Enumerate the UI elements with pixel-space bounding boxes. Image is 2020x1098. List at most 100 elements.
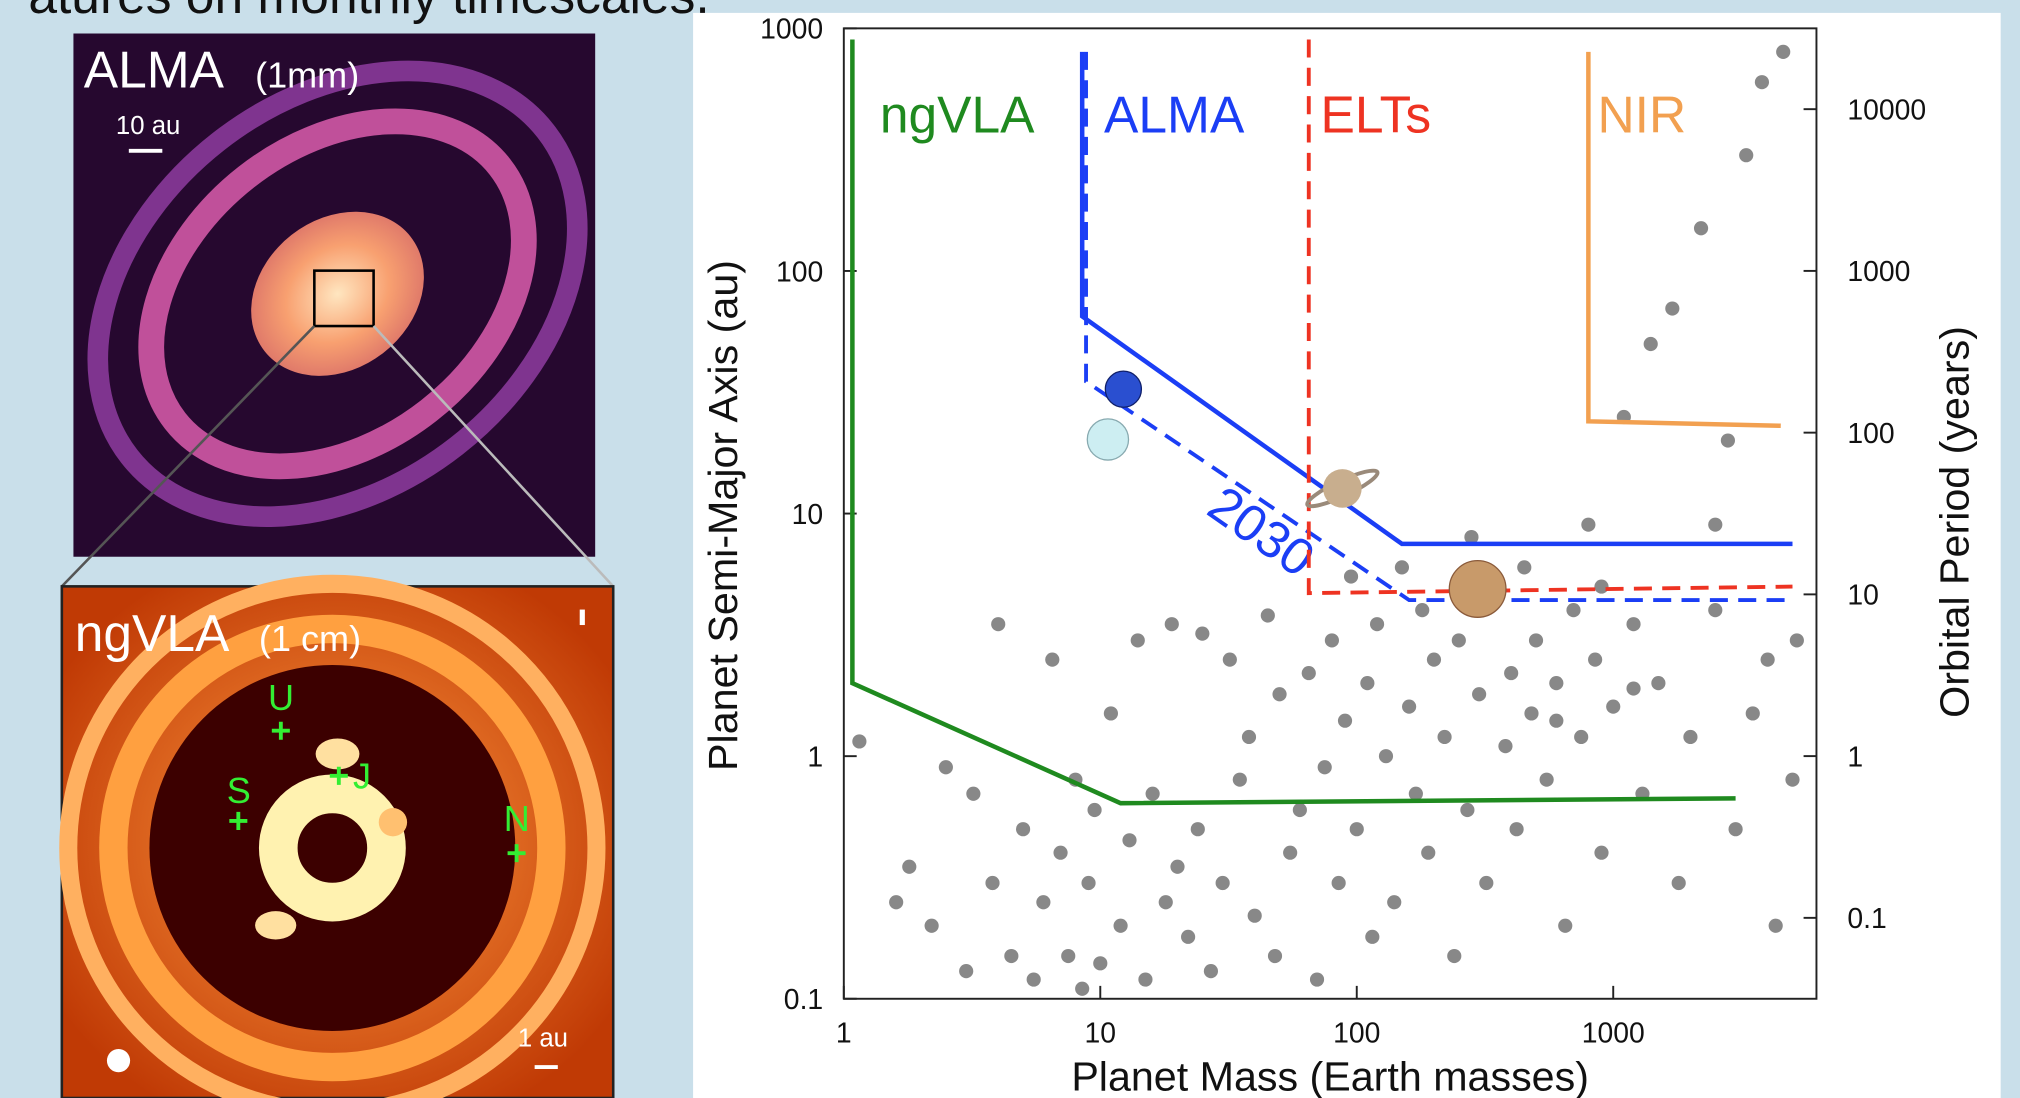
- panel-title: ngVLA: [75, 604, 230, 662]
- y2-tick-label: 1: [1847, 741, 1863, 773]
- data-point: [1498, 739, 1513, 754]
- data-point: [1504, 666, 1519, 681]
- data-point: [1588, 652, 1603, 667]
- data-point: [1760, 652, 1775, 667]
- data-point: [1606, 699, 1621, 714]
- data-point: [1426, 652, 1442, 667]
- data-point: [1708, 517, 1723, 532]
- y-tick-label: 1: [807, 741, 823, 773]
- data-point: [1026, 972, 1041, 987]
- data-point: [1626, 617, 1641, 632]
- y2-axis-label: Orbital Period (years): [1931, 326, 1977, 718]
- planet-icon: [1323, 469, 1362, 508]
- curve-label: NIR: [1597, 86, 1686, 144]
- planet-label: S: [227, 770, 251, 811]
- x-tick-label: 10: [1085, 1018, 1117, 1050]
- y2-tick-label: 0.1: [1847, 903, 1886, 935]
- curve-label: ELTs: [1320, 86, 1431, 144]
- data-point: [1283, 845, 1298, 860]
- data-point: [1138, 972, 1153, 987]
- limit-curve: [850, 39, 1736, 806]
- data-point: [1785, 772, 1800, 787]
- data-point: [1241, 729, 1257, 745]
- data-point: [1203, 964, 1219, 979]
- limit-curve: [1079, 51, 1793, 547]
- y-tick-label: 0.1: [784, 984, 823, 1016]
- x-tick-label: 1: [836, 1018, 852, 1050]
- data-point: [1337, 713, 1353, 728]
- y2-tick-label: 100: [1847, 418, 1894, 450]
- data-point: [959, 964, 974, 979]
- y-axis-label: Planet Semi-Major Axis (au): [700, 260, 746, 771]
- data-point: [1195, 626, 1210, 641]
- data-point: [1081, 875, 1096, 891]
- data-point: [1683, 729, 1698, 745]
- data-point: [985, 875, 1000, 891]
- data-point: [902, 859, 917, 874]
- data-point: [1720, 433, 1735, 448]
- data-point: [1164, 617, 1179, 632]
- data-point: [1408, 786, 1423, 801]
- y2-tick-label: 1000: [1847, 256, 1910, 288]
- data-point: [1594, 845, 1609, 860]
- data-point: [1754, 75, 1770, 90]
- data-point: [1415, 603, 1430, 618]
- data-point: [924, 918, 939, 933]
- data-point: [1331, 875, 1346, 891]
- limit-curve: [1586, 51, 1781, 429]
- data-point: [1053, 845, 1068, 860]
- data-point: [1301, 666, 1316, 681]
- data-point: [938, 760, 953, 775]
- data-point: [1643, 336, 1658, 352]
- data-point: [1745, 706, 1760, 721]
- data-point: [1378, 749, 1394, 764]
- data-point: [1045, 652, 1060, 667]
- data-point: [1549, 713, 1564, 728]
- zoom-line: [60, 325, 316, 588]
- data-point: [1222, 652, 1237, 667]
- data-point: [1539, 772, 1554, 787]
- data-point: [1517, 560, 1532, 575]
- data-point: [1317, 760, 1332, 775]
- data-point: [1349, 822, 1364, 837]
- y-tick-label: 10: [792, 499, 824, 531]
- data-point: [1671, 875, 1686, 891]
- data-point: [1549, 676, 1564, 691]
- planet-icon: [1086, 418, 1130, 461]
- data-point: [1103, 706, 1118, 721]
- data-point: [1665, 301, 1680, 316]
- data-point: [1260, 608, 1275, 623]
- limit-curve: [1084, 51, 1793, 602]
- curve-label: ngVLA: [880, 86, 1035, 144]
- panel-subtitle: (1 cm): [259, 618, 361, 659]
- data-point: [889, 895, 904, 910]
- data-point: [1528, 633, 1544, 648]
- data-point: [966, 786, 981, 801]
- data-point: [1190, 822, 1205, 837]
- panel-subtitle: (1mm): [255, 55, 359, 96]
- data-point: [1594, 579, 1609, 594]
- data-point: [1789, 633, 1804, 648]
- data-point: [1693, 221, 1709, 236]
- data-point: [1309, 972, 1325, 987]
- data-point: [1447, 948, 1462, 964]
- data-point: [1566, 603, 1581, 618]
- planet-label: U: [268, 677, 294, 718]
- data-point: [1087, 802, 1102, 818]
- data-point: [1472, 687, 1487, 702]
- data-point: [852, 734, 867, 749]
- data-point: [1394, 560, 1410, 575]
- planet-label: J: [353, 756, 371, 797]
- data-point: [1739, 148, 1754, 163]
- data-point: [1421, 845, 1436, 860]
- data-point: [1215, 875, 1230, 891]
- x-tick-label: 1000: [1582, 1018, 1645, 1050]
- data-point: [1402, 699, 1417, 714]
- x-tick-label: 100: [1333, 1018, 1380, 1050]
- data-point: [1145, 786, 1160, 801]
- planet-icon: [1448, 559, 1507, 618]
- data-point: [1464, 529, 1479, 545]
- data-point: [1130, 633, 1145, 648]
- data-point: [1015, 822, 1031, 837]
